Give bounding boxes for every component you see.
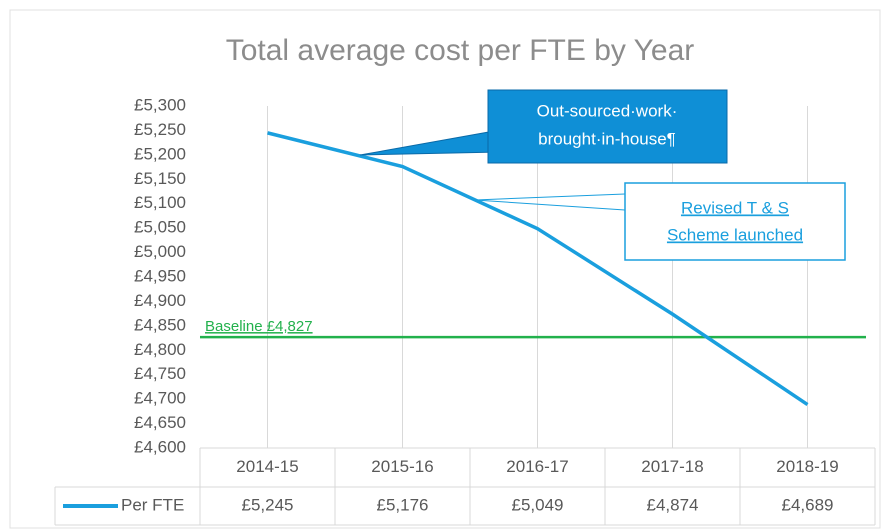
- annotation: Scheme launched: [667, 225, 803, 244]
- table-value: £5,176: [377, 495, 429, 514]
- annotation: brought·in-house¶: [538, 129, 676, 148]
- y-tick-label: £4,750: [134, 364, 186, 383]
- callout-pointer: [474, 193, 626, 201]
- y-tick-label: £5,000: [134, 242, 186, 261]
- y-tick-label: £4,900: [134, 291, 186, 310]
- x-tick-label: 2017-18: [641, 457, 703, 476]
- y-tick-label: £5,150: [134, 169, 186, 188]
- y-tick-label: £5,050: [134, 218, 186, 237]
- chart-frame: [9, 9, 881, 529]
- baseline-label: Baseline £4,827: [205, 318, 313, 335]
- callout-box: [624, 182, 846, 261]
- annotation: Revised T & S: [681, 198, 789, 217]
- table-value: £5,245: [242, 495, 294, 514]
- y-tick-label: £5,250: [134, 120, 186, 139]
- y-tick-label: £5,300: [134, 95, 186, 114]
- y-tick-label: £5,100: [134, 193, 186, 212]
- table-value: £5,049: [512, 495, 564, 514]
- x-tick-label: 2015-16: [371, 457, 433, 476]
- table-value: £4,689: [782, 495, 834, 514]
- y-tick-label: £4,700: [134, 389, 186, 408]
- series-line: [267, 131, 809, 406]
- x-tick-label: 2014-15: [236, 457, 298, 476]
- legend-label: Per FTE: [121, 495, 184, 514]
- callout-box: [487, 89, 728, 164]
- y-tick-label: £4,850: [134, 315, 186, 334]
- y-tick-label: £4,650: [134, 413, 186, 432]
- y-tick-label: £5,200: [134, 144, 186, 163]
- y-tick-label: £4,800: [134, 340, 186, 359]
- x-tick-label: 2018-19: [776, 457, 838, 476]
- annotation: Out-sourced·work·: [537, 101, 678, 120]
- y-tick-label: £4,950: [134, 266, 186, 285]
- callout-pointer: [474, 199, 626, 211]
- x-tick-label: 2016-17: [506, 457, 568, 476]
- chart-title: Total average cost per FTE by Year: [226, 34, 695, 67]
- y-tick-label: £4,600: [134, 437, 186, 456]
- table-value: £4,874: [647, 495, 699, 514]
